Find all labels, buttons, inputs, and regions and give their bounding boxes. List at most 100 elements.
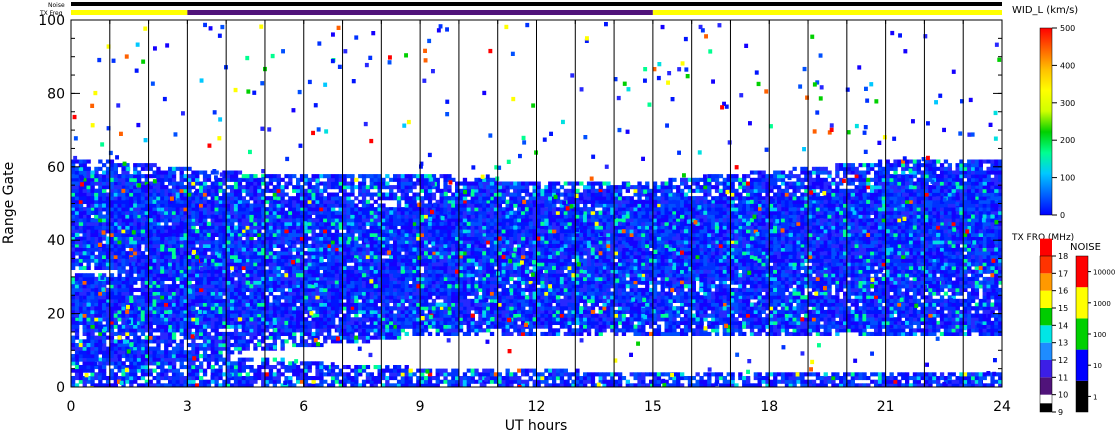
data-cell bbox=[967, 276, 972, 281]
data-cell bbox=[327, 247, 332, 252]
data-cell bbox=[916, 221, 921, 226]
data-cell bbox=[431, 251, 437, 256]
data-cell bbox=[342, 232, 347, 237]
data-cell bbox=[548, 251, 553, 256]
data-cell bbox=[416, 243, 421, 248]
data-cell bbox=[672, 232, 677, 237]
data-cell bbox=[253, 199, 258, 204]
data-cell bbox=[389, 232, 394, 237]
data-cell bbox=[765, 273, 770, 278]
data-cell bbox=[967, 258, 972, 263]
data-cell bbox=[439, 236, 444, 241]
data-cell bbox=[82, 177, 87, 182]
data-cell bbox=[261, 225, 266, 230]
data-cell bbox=[365, 203, 371, 208]
data-cell bbox=[540, 218, 545, 223]
data-cell bbox=[71, 177, 76, 182]
data-cell bbox=[125, 236, 130, 241]
header-strips: Noise TX Freq bbox=[39, 2, 1002, 17]
data-cell bbox=[261, 196, 266, 201]
data-cell bbox=[86, 188, 91, 193]
data-cell bbox=[683, 210, 689, 215]
data-cell bbox=[210, 221, 215, 226]
data-cell bbox=[784, 262, 790, 267]
data-cell bbox=[191, 207, 196, 212]
data-cell bbox=[427, 262, 433, 267]
data-cell bbox=[280, 199, 285, 204]
data-cell bbox=[113, 174, 118, 179]
data-cell bbox=[967, 269, 972, 274]
data-cell bbox=[943, 280, 949, 285]
data-cell bbox=[125, 196, 130, 201]
data-cell bbox=[474, 214, 479, 219]
data-cell bbox=[272, 196, 277, 201]
data-cell bbox=[330, 240, 336, 245]
data-cell bbox=[645, 218, 650, 223]
data-cell bbox=[195, 188, 200, 193]
data-cell bbox=[319, 210, 324, 215]
data-cell bbox=[404, 240, 409, 245]
txfreq-segment-2 bbox=[652, 10, 1002, 15]
data-cell bbox=[765, 265, 770, 270]
data-cell bbox=[703, 251, 708, 256]
data-cell bbox=[175, 221, 180, 226]
data-cell bbox=[268, 232, 274, 237]
data-cell bbox=[959, 269, 964, 274]
data-cell bbox=[74, 177, 80, 182]
data-cell bbox=[98, 185, 103, 190]
data-cell bbox=[447, 240, 452, 245]
data-cell bbox=[202, 287, 208, 292]
data-cell bbox=[82, 174, 87, 179]
data-cell bbox=[71, 313, 76, 318]
data-cell bbox=[652, 232, 658, 237]
data-cell bbox=[94, 170, 99, 175]
data-cell bbox=[505, 236, 510, 241]
data-cell bbox=[288, 236, 293, 241]
data-cell bbox=[536, 240, 541, 245]
data-cell bbox=[967, 280, 972, 285]
data-cell bbox=[703, 207, 708, 212]
data-cell bbox=[179, 295, 184, 300]
data-cell bbox=[505, 247, 510, 252]
data-cell bbox=[447, 262, 452, 267]
txfreq-label: TX Freq bbox=[39, 10, 63, 17]
data-cell bbox=[94, 284, 99, 289]
data-cell bbox=[121, 185, 126, 190]
data-cell bbox=[590, 236, 596, 241]
data-cell bbox=[462, 240, 468, 245]
data-cell bbox=[792, 229, 797, 234]
data-cell bbox=[808, 265, 813, 270]
data-cell bbox=[233, 309, 239, 314]
data-cell bbox=[722, 262, 727, 267]
data-cell bbox=[361, 243, 367, 248]
data-cell bbox=[742, 276, 747, 281]
data-cell bbox=[299, 221, 305, 226]
data-cell bbox=[261, 221, 266, 226]
data-cell bbox=[618, 218, 623, 223]
data-cell bbox=[109, 284, 115, 289]
data-cell bbox=[156, 221, 161, 226]
data-cell bbox=[680, 276, 685, 281]
data-cell bbox=[905, 265, 910, 270]
data-cell bbox=[82, 166, 87, 171]
data-cell bbox=[920, 273, 925, 278]
noise-strip bbox=[71, 2, 1002, 6]
data-cell bbox=[249, 291, 254, 296]
data-cell bbox=[268, 302, 274, 307]
data-cell bbox=[470, 243, 475, 248]
data-cell bbox=[156, 291, 161, 296]
data-cell bbox=[361, 247, 367, 252]
data-cell bbox=[125, 284, 130, 289]
data-cell bbox=[284, 284, 289, 289]
data-cell bbox=[109, 188, 115, 193]
noise-label: Noise bbox=[48, 2, 65, 9]
data-cell bbox=[90, 280, 95, 285]
data-cell bbox=[98, 181, 103, 186]
data-cell bbox=[152, 185, 157, 190]
data-cell bbox=[257, 306, 262, 311]
data-cell bbox=[307, 298, 312, 303]
data-cell bbox=[377, 236, 382, 241]
data-cell bbox=[148, 284, 153, 289]
data-cell bbox=[994, 243, 999, 248]
data-cell bbox=[936, 265, 941, 270]
